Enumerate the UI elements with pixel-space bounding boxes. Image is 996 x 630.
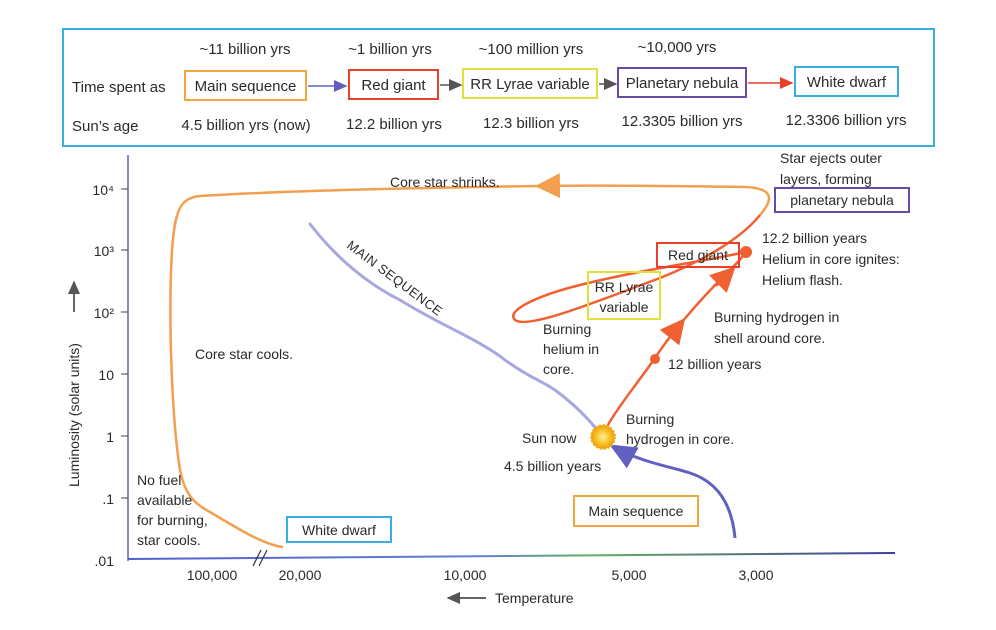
red-giant-label: Red giant xyxy=(668,247,728,263)
age-white-dwarf: 12.3306 billion yrs xyxy=(786,112,907,129)
age-planetary-nebula: 12.3305 billion yrs xyxy=(622,113,743,130)
axis-break-2 xyxy=(258,549,268,567)
x-tick-5000: 5,000 xyxy=(611,567,646,583)
time-spent-label: Time spent as xyxy=(72,79,166,96)
duration-planetary-nebula: ~10,000 yrs xyxy=(638,39,717,56)
y-tick-1: 1 xyxy=(106,429,114,445)
x-tick-20000: 20,000 xyxy=(279,567,322,583)
stage-timeline-box: Time spent as Sun’s age ~11 billion yrs … xyxy=(62,28,935,147)
stage-box-planetary-nebula xyxy=(617,67,747,98)
rr-lyrae-line-2: variable xyxy=(599,299,648,315)
rg-age-label: 12.2 billion years xyxy=(762,230,867,246)
suns-age-label: Sun’s age xyxy=(72,118,138,135)
x-axis: 100,000 20,000 10,000 5,000 3,000 Temper… xyxy=(127,549,896,606)
stage-main-sequence: Main sequence xyxy=(195,78,297,95)
sun-icon xyxy=(590,424,616,450)
main-sequence-label: Main sequence xyxy=(589,503,684,519)
rr-lyrae-box xyxy=(587,271,661,320)
y-tick-0.01: .01 xyxy=(95,553,115,569)
no-fuel-2: available xyxy=(137,492,192,508)
planetary-nebula-label: planetary nebula xyxy=(790,192,894,208)
y-tick-1e4: 10⁴ xyxy=(92,182,114,198)
stage-planetary-nebula: Planetary nebula xyxy=(626,75,739,92)
helium-flash-label: Helium flash. xyxy=(762,272,843,288)
duration-main-sequence: ~11 billion yrs xyxy=(199,41,290,58)
age-red-giant: 12.2 billion yrs xyxy=(346,116,442,133)
burning-hydrogen-1: Burning xyxy=(626,411,674,427)
burning-helium-2: helium in xyxy=(543,341,599,357)
stage-red-giant: Red giant xyxy=(361,77,426,94)
stage-box-white-dwarf xyxy=(794,66,899,97)
twelve-billion-point xyxy=(650,354,660,364)
red-giant-box xyxy=(656,242,740,268)
timeline-border xyxy=(62,28,935,147)
main-sequence-box xyxy=(573,495,699,527)
stage-box-main-sequence xyxy=(184,70,307,101)
burning-hydrogen-2: hydrogen in core. xyxy=(626,431,734,447)
white-dwarf-label: White dwarf xyxy=(302,522,376,538)
sun-now-label: Sun now xyxy=(522,430,577,446)
stage-rr-lyrae: RR Lyrae variable xyxy=(470,76,590,93)
x-axis-label: Temperature xyxy=(495,590,574,606)
no-fuel-1: No fuel xyxy=(137,472,181,488)
planetary-nebula-box xyxy=(774,187,910,213)
core-cools-label: Core star cools. xyxy=(195,346,293,362)
four-five-billion-label: 4.5 billion years xyxy=(504,458,601,474)
x-tick-3000: 3,000 xyxy=(738,567,773,583)
core-shrinks-label: Core star shrinks. xyxy=(390,174,500,190)
twelve-billion-label: 12 billion years xyxy=(668,356,761,372)
no-fuel-3: for burning, xyxy=(137,512,208,528)
cooling-track xyxy=(169,184,541,549)
age-main-sequence: 4.5 billion yrs (now) xyxy=(181,117,310,134)
ejects-line-1: Star ejects outer xyxy=(780,150,882,166)
stage-box-red-giant xyxy=(348,69,439,100)
no-fuel-4: star cools. xyxy=(137,532,201,548)
y-axis-label: Luminosity (solar units) xyxy=(66,343,82,487)
burning-helium-3: core. xyxy=(543,361,574,377)
axis-break-1 xyxy=(252,549,262,567)
helium-ignites-label: Helium in core ignites: xyxy=(762,251,900,267)
y-tick-0.1: .1 xyxy=(102,491,114,507)
rr-lyrae-line-1: RR Lyrae xyxy=(595,279,654,295)
main-sequence-curve-label: MAIN SEQUENCE xyxy=(344,237,445,319)
burning-helium-1: Burning xyxy=(543,321,591,337)
stage-white-dwarf: White dwarf xyxy=(807,74,887,91)
duration-red-giant: ~1 billion yrs xyxy=(348,41,432,58)
white-dwarf-box xyxy=(286,516,392,543)
rgb-arrow-2 xyxy=(709,266,736,293)
x-tick-100000: 100,000 xyxy=(187,567,238,583)
rgb-arrow-1 xyxy=(659,318,686,346)
ejects-line-2: layers, forming xyxy=(780,171,872,187)
core-shrinks-track xyxy=(535,173,771,216)
y-tick-1e3: 10³ xyxy=(94,243,115,259)
shell-burning-1: Burning hydrogen in xyxy=(714,309,839,325)
pre-main-sequence-track xyxy=(609,444,737,539)
main-sequence-band xyxy=(308,222,602,436)
x-tick-10000: 10,000 xyxy=(444,567,487,583)
shell-burning-2: shell around core. xyxy=(714,330,825,346)
duration-rr-lyrae: ~100 million yrs xyxy=(479,41,584,58)
y-axis: 10⁴ 10³ 10² 10 1 .1 .01 Luminosity (sola… xyxy=(66,155,129,569)
y-tick-1e2: 10² xyxy=(94,305,115,321)
stage-box-rr-lyrae xyxy=(462,68,598,99)
y-tick-10: 10 xyxy=(98,367,114,383)
helium-burning-loop xyxy=(512,214,761,324)
age-rr-lyrae: 12.3 billion yrs xyxy=(483,115,579,132)
